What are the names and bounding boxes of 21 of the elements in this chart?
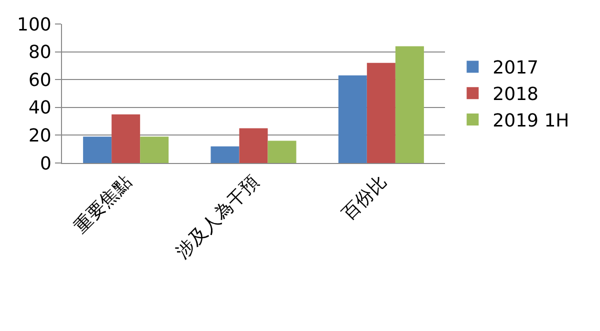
x-tick-label: 百份比 bbox=[338, 172, 392, 225]
bar bbox=[83, 136, 112, 163]
x-tick-label: 涉及人為干預 bbox=[172, 172, 264, 263]
bar bbox=[268, 140, 296, 163]
y-tick-label: 80 bbox=[28, 42, 52, 64]
y-tick-label: 40 bbox=[28, 98, 52, 119]
y-tick-label: 20 bbox=[28, 126, 52, 146]
x-tick-label: 重要焦點 bbox=[70, 172, 136, 238]
bar bbox=[112, 114, 140, 163]
legend-label: 2017 bbox=[492, 58, 538, 79]
y-tick-label: 60 bbox=[28, 70, 52, 91]
bar bbox=[338, 75, 367, 163]
legend-label: 2019 1H bbox=[492, 110, 570, 132]
y-tick-label: 0 bbox=[40, 153, 52, 174]
bar bbox=[239, 128, 268, 163]
bar bbox=[210, 146, 240, 163]
bar bbox=[366, 62, 396, 163]
legend-label: 2018 bbox=[492, 84, 538, 106]
y-tick-label: 100 bbox=[17, 14, 52, 36]
bar bbox=[140, 136, 169, 163]
bar bbox=[395, 46, 424, 163]
